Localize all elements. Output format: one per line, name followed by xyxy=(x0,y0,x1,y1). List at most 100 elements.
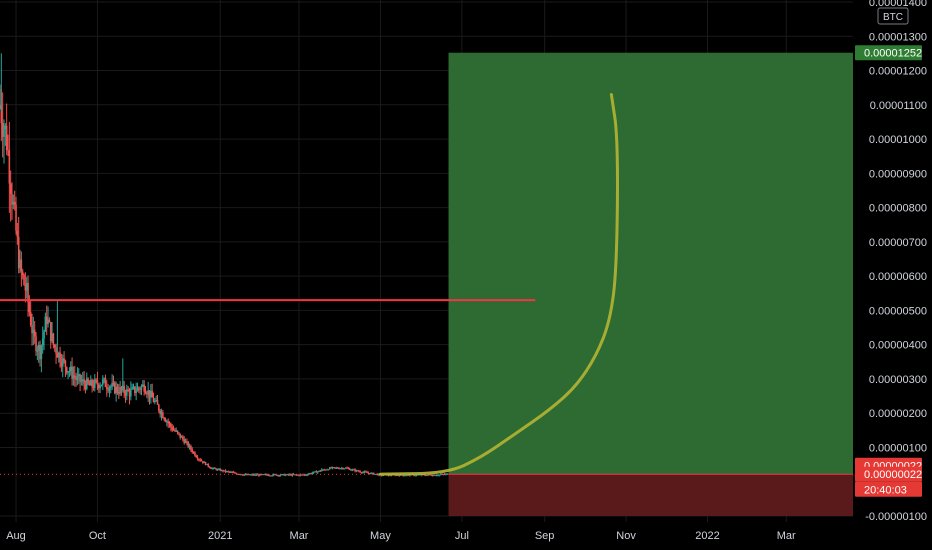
candle-body xyxy=(370,472,372,474)
candle-body xyxy=(340,468,343,470)
candle-body xyxy=(167,421,169,424)
candle-body xyxy=(158,404,160,411)
candle-body xyxy=(299,474,302,476)
time-axis[interactable]: Aug Oct 2021 Mar May Jul Sep Nov 2022 Mar xyxy=(0,522,932,550)
candle-body xyxy=(430,474,432,476)
candle-body xyxy=(52,333,55,345)
candle-body xyxy=(300,474,303,476)
candle-body xyxy=(372,472,375,475)
candle-body xyxy=(303,474,306,476)
candle-body xyxy=(284,474,287,476)
candle-body xyxy=(275,474,278,476)
candle-body xyxy=(236,473,239,475)
candle-body xyxy=(398,475,400,477)
candle-body xyxy=(182,436,184,440)
candle-body xyxy=(105,386,108,389)
candle-body xyxy=(120,387,123,390)
candle-body xyxy=(310,473,312,475)
price-badge-label: 0.00001252 xyxy=(864,48,922,60)
time-tick-label: Nov xyxy=(616,530,636,542)
candle-body xyxy=(350,469,352,471)
candle-body xyxy=(346,467,348,469)
candle-body xyxy=(138,387,140,389)
candle-body xyxy=(53,344,56,348)
candle-body xyxy=(163,417,165,420)
candle-body xyxy=(314,471,316,473)
candle-body xyxy=(45,316,48,325)
candle-body xyxy=(414,475,416,477)
candle-body xyxy=(41,338,44,346)
candle-body xyxy=(186,441,188,443)
candle-body xyxy=(75,377,77,380)
candle-body xyxy=(198,459,200,461)
candle-body xyxy=(352,469,355,471)
candle-body xyxy=(292,474,295,476)
candle-body xyxy=(240,474,243,476)
candle-body xyxy=(445,473,447,475)
candle-body xyxy=(68,371,71,373)
candle-body xyxy=(439,474,442,476)
candle-body xyxy=(191,449,194,453)
candle-body xyxy=(211,468,214,470)
price-tick-label: 0.00000700 xyxy=(869,237,927,249)
candle-body xyxy=(328,467,331,470)
candle-body xyxy=(180,436,183,438)
drawn-projection-curve[interactable] xyxy=(378,93,619,476)
candle-body xyxy=(79,374,81,382)
candle-body xyxy=(71,366,73,379)
candle-body xyxy=(259,474,262,476)
candle-body xyxy=(282,474,284,476)
candle-body xyxy=(207,463,210,467)
candle-body xyxy=(324,469,327,471)
candle-body xyxy=(339,468,342,470)
candle-body xyxy=(437,475,439,477)
candle-body xyxy=(187,441,190,447)
candle-body xyxy=(63,358,65,361)
candle-body xyxy=(35,336,37,352)
candle-body xyxy=(274,474,276,476)
candle-body xyxy=(93,379,96,388)
candle-body xyxy=(73,375,76,378)
candle-body xyxy=(429,474,431,476)
candle-body xyxy=(244,474,247,476)
candle-body xyxy=(272,474,275,476)
position-tool[interactable] xyxy=(448,52,853,516)
candle-body xyxy=(123,385,125,394)
candle-body xyxy=(322,469,324,471)
candle-body xyxy=(24,284,27,291)
candle-body xyxy=(44,316,47,332)
candle-body xyxy=(56,353,59,358)
candle-body xyxy=(312,471,315,473)
candle-body xyxy=(31,325,33,334)
candle-body xyxy=(234,472,236,474)
candle-body xyxy=(306,474,308,476)
candle-body xyxy=(119,387,121,394)
candle-body xyxy=(128,391,131,397)
candle-body xyxy=(278,475,280,477)
candle-body xyxy=(288,474,291,476)
candle-body xyxy=(433,474,435,476)
candle-body xyxy=(9,183,12,194)
candle-body xyxy=(427,474,430,476)
candle-body xyxy=(212,467,215,469)
candle-body xyxy=(3,129,5,137)
candle-body xyxy=(184,441,187,443)
candle-body xyxy=(103,378,105,380)
time-axis-bg xyxy=(0,522,932,550)
candle-body xyxy=(311,472,314,474)
candle-body xyxy=(19,259,21,269)
time-tick-label: Aug xyxy=(6,530,26,542)
candle-body xyxy=(150,390,152,398)
candle-body xyxy=(242,474,244,476)
candle-body xyxy=(267,474,270,476)
candle-body xyxy=(227,471,230,473)
currency-unit-badge: BTC xyxy=(877,7,909,25)
candle-body xyxy=(360,472,363,474)
candle-body xyxy=(320,470,323,472)
candle-body xyxy=(151,390,153,398)
candle-body xyxy=(366,471,368,473)
candle-body xyxy=(159,410,161,415)
candle-body xyxy=(96,380,99,385)
candle-body xyxy=(164,419,167,422)
